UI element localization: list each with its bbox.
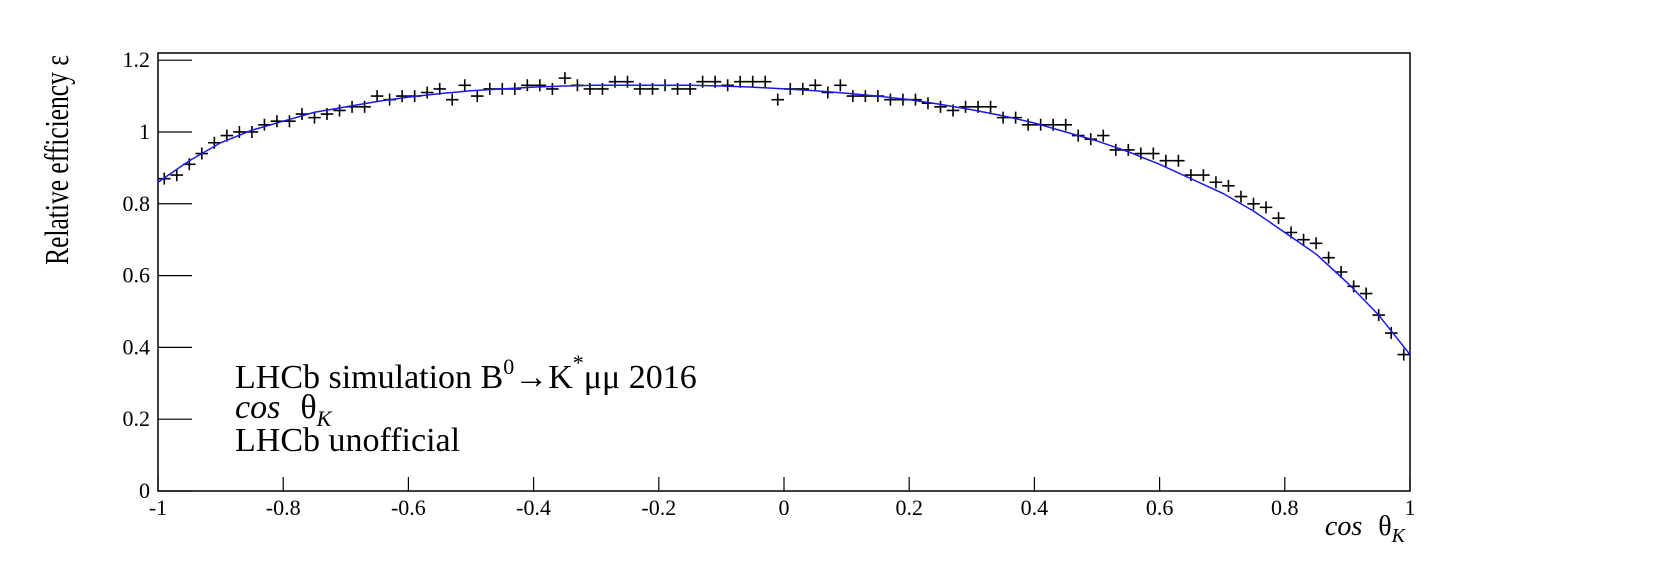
data-point [533, 79, 547, 92]
x-tick-label: 0.6 [1146, 495, 1174, 520]
data-point [796, 82, 810, 95]
x-axis-label: cos θK [1325, 511, 1407, 547]
data-point [333, 104, 346, 117]
data-point [1334, 266, 1348, 278]
data-point [746, 75, 759, 88]
x-tick-label: 0 [779, 495, 790, 520]
data-point [420, 86, 434, 99]
data-point [1209, 176, 1223, 189]
data-point [771, 93, 784, 106]
data-point [846, 90, 860, 103]
x-tick-label: 0.8 [1271, 495, 1299, 520]
data-point [1259, 201, 1273, 214]
x-tick-label: -0.8 [266, 495, 301, 520]
data-point [1384, 327, 1398, 340]
data-point [358, 100, 371, 113]
data-point [521, 79, 534, 92]
data-point [1059, 118, 1072, 131]
ann-sup: 0 [503, 354, 514, 379]
data-point [458, 79, 471, 92]
data-point [1159, 154, 1173, 167]
annotation: LHCb unofficial [235, 422, 460, 459]
data-point [1272, 212, 1285, 225]
data-point [758, 75, 772, 88]
x-tick-label: -0.2 [641, 495, 676, 520]
data-point [308, 111, 321, 124]
x-tick-label: 0.2 [895, 495, 923, 520]
data-point [546, 82, 559, 95]
data-point [959, 100, 972, 113]
data-point [471, 90, 484, 103]
y-tick-label: 0.4 [123, 334, 151, 359]
y-axis-label: Relative efficiency ε [37, 55, 75, 265]
data-point [1397, 348, 1410, 361]
data-point [884, 93, 897, 106]
x-tick-label: -1 [149, 495, 167, 520]
data-point [1347, 280, 1360, 293]
data-point [1172, 154, 1185, 167]
ann-sub: K [316, 406, 333, 431]
data-point [1222, 179, 1235, 192]
data-point [170, 169, 184, 182]
x-tick-label: -0.4 [516, 495, 551, 520]
data-point [395, 90, 409, 103]
data-point [1147, 147, 1160, 160]
data-point [558, 72, 572, 85]
ann-text: LHCb simulation B [235, 359, 503, 396]
data-point [1097, 129, 1110, 142]
data-point [721, 79, 734, 92]
data-point [984, 100, 997, 113]
data-point [809, 79, 822, 92]
data-point [1322, 251, 1335, 264]
annotation: LHCb simulation B0→K*μμ 2016 [235, 350, 697, 396]
y-tick-label: 0.2 [123, 406, 151, 431]
data-point [733, 75, 747, 88]
ann-text: μμ 2016 [584, 359, 697, 396]
ann-func: cos [235, 389, 280, 426]
data-point [1247, 197, 1260, 210]
data-point [834, 79, 847, 92]
ann-sup: * [573, 350, 584, 375]
annotation: cos θK [235, 389, 333, 431]
data-point [370, 90, 384, 103]
x-tick-label: 1 [1405, 495, 1416, 520]
data-point [859, 90, 872, 103]
ann-text: →K [514, 359, 573, 396]
x-tick-label: 0.4 [1021, 495, 1049, 520]
data-point [1359, 287, 1373, 300]
x-label-sub: K [1391, 525, 1407, 547]
x-tick-label: -0.6 [391, 495, 426, 520]
x-label-var: θ [1378, 511, 1391, 542]
y-tick-label: 0.8 [123, 191, 151, 216]
ann-var: θ [300, 389, 316, 426]
y-tick-label: 0 [139, 478, 150, 503]
y-tick-label: 0.6 [123, 263, 151, 288]
data-point [1297, 233, 1310, 246]
y-tick-label: 1 [139, 119, 150, 144]
x-label-func: cos [1325, 511, 1362, 542]
fit-curve [157, 84, 1411, 356]
data-point [1309, 237, 1323, 250]
data-point [1197, 169, 1210, 182]
y-tick-label: 1.2 [123, 47, 151, 72]
data-point [1109, 143, 1123, 156]
data-point [1234, 190, 1248, 203]
data-point [934, 100, 947, 113]
data-point [996, 111, 1010, 124]
data-point [445, 93, 459, 106]
